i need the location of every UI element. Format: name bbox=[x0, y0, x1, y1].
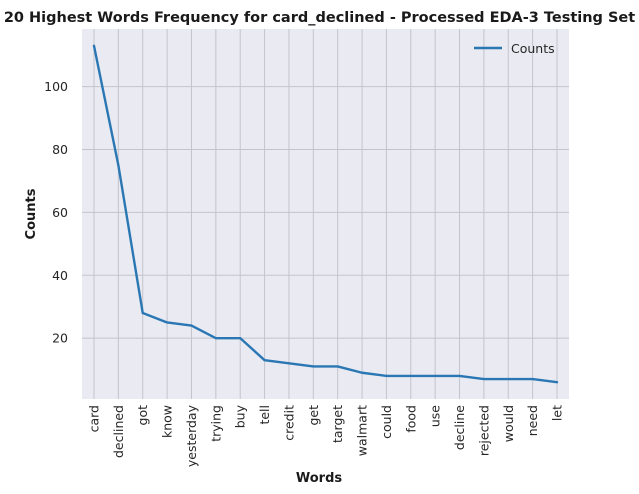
data-point bbox=[190, 324, 193, 327]
x-tick-label: rejected bbox=[476, 405, 491, 456]
x-tick-label: buy bbox=[233, 404, 248, 428]
x-tick-label: use bbox=[428, 405, 443, 427]
x-gridlines bbox=[93, 29, 558, 399]
y-tick-labels: 20 40 60 80 100 bbox=[44, 79, 68, 345]
x-axis-label: Words bbox=[296, 471, 343, 486]
x-tick-label: food bbox=[403, 405, 418, 433]
data-point bbox=[434, 374, 437, 377]
x-tick-label: let bbox=[550, 405, 565, 421]
data-point bbox=[385, 374, 388, 377]
x-tick-label: yesterday bbox=[184, 404, 199, 467]
data-point bbox=[239, 337, 242, 340]
y-tick-label: 80 bbox=[52, 142, 68, 157]
chart-title: 20 Highest Words Frequency for card_decl… bbox=[4, 10, 635, 26]
data-point bbox=[214, 337, 217, 340]
x-tick-label: credit bbox=[281, 405, 296, 441]
y-tick-label: 60 bbox=[52, 205, 68, 220]
x-tick-label: target bbox=[330, 405, 345, 443]
data-point bbox=[141, 311, 144, 315]
x-tick-labels: card declined got know yesterday trying buy tel… bbox=[87, 404, 565, 467]
series-line-counts bbox=[92, 44, 559, 384]
data-point bbox=[458, 374, 461, 377]
x-tick-label: need bbox=[525, 405, 540, 436]
data-point bbox=[263, 359, 266, 362]
x-tick-label: trying bbox=[208, 405, 223, 442]
y-axis-label: Counts bbox=[24, 188, 39, 239]
x-tick-label: walmart bbox=[355, 405, 370, 456]
x-tick-label: tell bbox=[257, 405, 272, 425]
data-point bbox=[312, 365, 315, 368]
data-point bbox=[507, 377, 510, 381]
x-tick-label: know bbox=[160, 405, 175, 438]
data-point bbox=[482, 377, 485, 381]
data-point bbox=[92, 44, 96, 47]
data-point bbox=[287, 362, 291, 365]
data-points bbox=[92, 44, 559, 384]
x-tick-label: declined bbox=[111, 405, 126, 458]
data-point bbox=[166, 321, 169, 324]
x-tick-label: card bbox=[87, 405, 102, 432]
data-point bbox=[555, 381, 559, 384]
y-gridlines bbox=[82, 86, 569, 339]
data-point bbox=[531, 377, 534, 381]
plot-area bbox=[82, 29, 569, 399]
y-tick-label: 20 bbox=[52, 331, 68, 346]
x-tick-label: got bbox=[135, 405, 150, 426]
legend: Counts bbox=[474, 41, 555, 56]
x-tick-label: could bbox=[379, 405, 394, 439]
data-point bbox=[117, 164, 120, 167]
data-point bbox=[336, 365, 339, 368]
x-tick-label: decline bbox=[452, 405, 467, 450]
y-tick-label: 40 bbox=[52, 268, 68, 283]
x-tick-label: get bbox=[306, 405, 321, 426]
y-tick-label: 100 bbox=[44, 79, 68, 94]
x-tick-label: would bbox=[501, 405, 516, 442]
legend-label-counts: Counts bbox=[511, 41, 555, 56]
data-point bbox=[409, 374, 412, 377]
data-point bbox=[360, 371, 364, 374]
